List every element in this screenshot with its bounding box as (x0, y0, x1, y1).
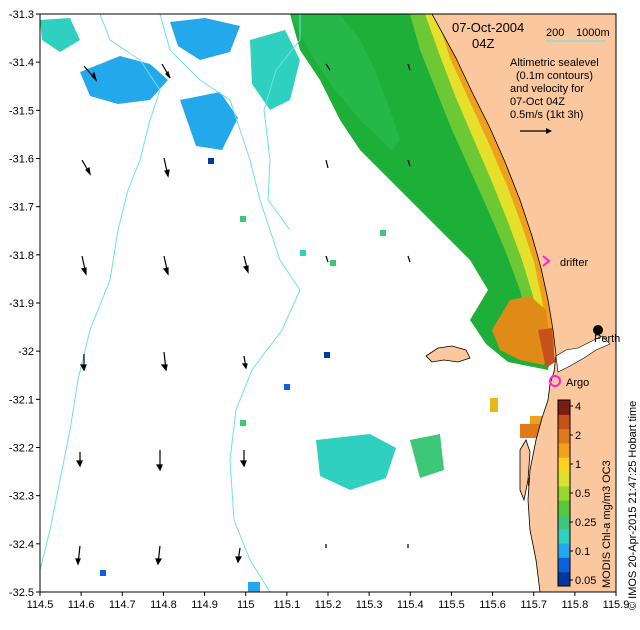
x-tick-label: 115.2 (315, 599, 342, 611)
colorbar-swatch (558, 500, 570, 515)
y-tick-label: -32.5 (9, 587, 34, 599)
y-tick-label: -32.2 (9, 443, 34, 455)
colorbar-swatch (558, 457, 570, 473)
velocity-arrow (239, 450, 247, 468)
drifter-marker (542, 255, 551, 267)
velocity-scale-label: 0.5m/s (1kt 3h) (510, 109, 583, 121)
colorbar-swatch (558, 428, 570, 444)
velocity-arrow (325, 159, 329, 169)
colorbar-title: MODIS Chl-a mg/m3 OC3 (601, 460, 613, 588)
swan-river (555, 335, 611, 373)
velocity-arrow (83, 65, 98, 83)
x-tick-label: 114.7 (109, 599, 136, 611)
garden-island (519, 439, 531, 502)
credit-label: © IMOS 20-Apr-2015 21:47:25 Hobart time (627, 401, 639, 610)
colorbar-swatch (558, 571, 570, 587)
velocity-scale-arrow (520, 128, 552, 134)
x-tick-label: 115.5 (438, 599, 465, 611)
y-tick-label: -32.4 (9, 539, 34, 551)
velocity-arrow (80, 255, 87, 276)
y-tick-label: -31.9 (9, 298, 34, 310)
colorbar-swatch (558, 414, 570, 430)
x-axis-ticks: 114.5 114.6 114.7 114.8 114.9 115 115.1 115.2 11… (27, 592, 630, 611)
colorbar-swatch (558, 514, 570, 530)
x-tick-label: 114.5 (27, 599, 54, 611)
y-tick-label: -32.1 (9, 394, 34, 406)
date-label: 07-Oct-2004 (452, 20, 524, 35)
colorbar-label: 2 (575, 430, 581, 442)
y-tick-label: -31.6 (9, 154, 34, 166)
colorbar-swatch (558, 442, 570, 458)
x-tick-label: 115 (237, 599, 255, 611)
velocity-arrow (407, 255, 411, 263)
caption-line-1: Altimetric sealevel (510, 57, 599, 69)
perth-label: Perth (594, 333, 620, 345)
x-tick-label: 115.6 (479, 599, 506, 611)
caption-line-3: and velocity for (510, 83, 584, 95)
velocity-arrow (75, 545, 81, 566)
drifter-label: drifter (560, 257, 588, 269)
velocity-arrow (235, 547, 243, 564)
colorbar-swatch (558, 400, 570, 415)
velocity-arrow (75, 452, 83, 468)
velocity-arrow (407, 63, 411, 71)
velocity-arrow (81, 159, 91, 176)
y-tick-label: -31.8 (9, 250, 34, 262)
x-tick-label: 115.1 (273, 599, 300, 611)
rottnest-island (425, 345, 471, 363)
argo-label: Argo (566, 377, 589, 389)
colorbar-swatch (558, 543, 570, 558)
depth-contours (40, 14, 301, 592)
x-tick-label: 114.6 (68, 599, 95, 611)
y-tick-label: -31.3 (9, 9, 34, 21)
x-tick-label: 115.3 (356, 599, 383, 611)
velocity-arrow (160, 351, 168, 372)
velocity-arrows (75, 63, 411, 566)
colorbar-label: 0.1 (575, 546, 590, 558)
argo-marker (549, 375, 561, 387)
x-tick-label: 115.8 (561, 599, 588, 611)
colorbar-label: 0.25 (575, 517, 596, 529)
y-axis-ticks: -31.3 -31.4 -31.5 -31.6 -31.7 -31.8 -31.9 -32 -3… (9, 9, 40, 599)
time-label: 04Z (472, 36, 494, 51)
colorbar-label: 1 (575, 459, 581, 471)
colorbar-label: 0.5 (575, 488, 590, 500)
colorbar-swatch (558, 557, 570, 573)
x-tick-label: 115.7 (520, 599, 547, 611)
y-tick-label: -31.7 (9, 202, 34, 214)
velocity-arrow (155, 545, 163, 566)
x-tick-label: 115.4 (397, 599, 424, 611)
velocity-arrow (163, 157, 170, 178)
x-tick-label: 114.8 (150, 599, 177, 611)
velocity-arrow (79, 354, 87, 372)
colorbar-swatch (558, 528, 570, 544)
colorbar-swatch (558, 485, 570, 501)
y-tick-label: -32 (18, 346, 34, 358)
y-tick-label: -31.5 (9, 105, 34, 117)
x-tick-label: 115.9 (603, 599, 630, 611)
velocity-arrow (161, 63, 171, 79)
velocity-arrow (155, 450, 163, 472)
x-tick-label: 114.9 (191, 599, 218, 611)
colorbar-label: 4 (575, 401, 581, 413)
perth-marker (593, 325, 603, 335)
colorbar: 4 2 1 0.5 0.25 0.1 0.05 (557, 399, 596, 587)
y-tick-label: -31.4 (9, 57, 34, 69)
caption-line-2: (0.1m contours) (516, 70, 593, 82)
caption-line-4: 07-Oct 04Z (510, 96, 565, 108)
velocity-arrow (325, 255, 329, 263)
depth-legend-1000: 1000m (576, 27, 610, 39)
velocity-arrow (325, 63, 331, 71)
colorbar-label: 0.05 (575, 575, 596, 587)
velocity-arrow (242, 255, 249, 274)
velocity-arrow (407, 159, 411, 167)
colorbar-swatch (558, 471, 570, 487)
velocity-arrow (162, 255, 169, 276)
y-tick-label: -32.3 (9, 491, 34, 503)
velocity-arrow (241, 355, 248, 370)
depth-legend-200: 200 (546, 27, 564, 39)
